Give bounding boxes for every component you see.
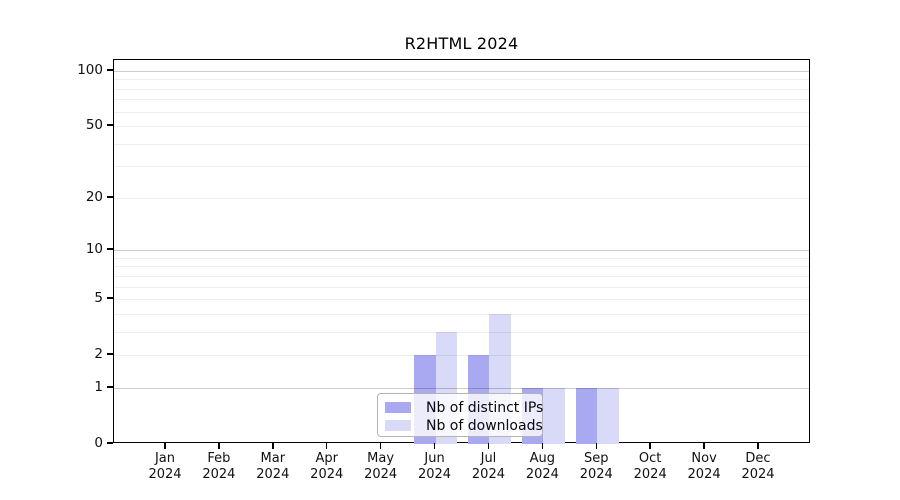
y-axis-tick-50 <box>107 124 113 126</box>
y-axis-label-50: 50 <box>85 117 103 134</box>
y-axis-tick-5 <box>107 297 113 299</box>
legend-swatch-downloads <box>385 420 411 431</box>
y-axis-label-0: 0 <box>94 435 103 451</box>
legend: Nb of distinct IPs Nb of downloads <box>377 393 543 437</box>
x-axis-label-year: 2024 <box>148 467 182 482</box>
x-axis-tick-nov <box>703 443 705 449</box>
x-axis-tick-apr <box>325 443 328 449</box>
x-axis-tick-oct <box>649 443 651 449</box>
chart-title: R2HTML 2024 <box>404 34 519 53</box>
y-axis-label-1: 1 <box>94 378 103 395</box>
x-axis-label-jun: Jun 2024 <box>403 451 467 483</box>
x-axis-label-year: 2024 <box>202 467 236 482</box>
x-axis-tick-sep <box>595 443 598 449</box>
y-axis-label-2: 2 <box>94 346 103 363</box>
x-axis-label-month: Jul <box>480 451 497 466</box>
legend-item-distinct-ips: Nb of distinct IPs <box>385 399 544 416</box>
plot-area <box>113 59 810 444</box>
x-axis-label-may: May 2024 <box>349 451 413 483</box>
x-axis-tick-dec <box>757 443 759 449</box>
x-axis-label-month: Oct <box>638 451 662 466</box>
x-axis-label-month: Nov <box>691 451 717 466</box>
x-axis-label-month: Apr <box>315 451 338 466</box>
x-axis-label-year: 2024 <box>525 467 559 482</box>
y-axis-tick-0 <box>107 442 113 444</box>
y-axis-tick-10 <box>107 248 113 250</box>
x-axis-label-dec: Dec 2024 <box>726 451 790 483</box>
x-axis-label-year: 2024 <box>364 467 398 482</box>
x-axis-tick-may <box>379 443 382 449</box>
x-axis-tick-aug <box>541 443 544 449</box>
x-axis-label-month: Jan <box>154 451 176 466</box>
x-axis-label-year: 2024 <box>633 467 667 482</box>
x-axis-label-nov: Nov 2024 <box>672 451 736 483</box>
y-axis-tick-1 <box>107 386 113 388</box>
x-axis-label-month: Mar <box>260 451 286 466</box>
legend-label-distinct-ips: Nb of distinct IPs <box>426 399 544 416</box>
x-axis-label-month: Aug <box>529 451 556 466</box>
x-axis-label-aug: Aug 2024 <box>510 451 574 483</box>
x-axis-tick-jun <box>433 443 436 449</box>
x-axis-label-month: May <box>367 451 395 466</box>
x-axis-label-mar: Mar 2024 <box>241 451 305 483</box>
y-axis-label-100: 100 <box>77 62 103 78</box>
bars-layer <box>114 60 809 444</box>
x-axis-tick-jul <box>487 443 490 449</box>
bar-distinct-ips-sep <box>575 387 598 444</box>
y-axis-tick-20 <box>107 196 113 198</box>
legend-swatch-distinct-ips <box>385 402 411 413</box>
x-axis-label-year: 2024 <box>579 467 613 482</box>
x-axis-label-year: 2024 <box>471 467 505 482</box>
x-axis-label-month: Sep <box>584 451 609 466</box>
y-axis-tick-100 <box>107 69 113 71</box>
x-axis-label-month: Feb <box>207 451 231 466</box>
x-axis-label-year: 2024 <box>741 467 775 482</box>
x-axis-label-year: 2024 <box>310 467 344 482</box>
y-axis-label-20: 20 <box>85 188 103 205</box>
y-axis-label-5: 5 <box>94 290 103 307</box>
x-axis-tick-jan <box>164 443 166 449</box>
legend-item-downloads: Nb of downloads <box>385 417 543 434</box>
x-axis-label-oct: Oct 2024 <box>618 451 682 483</box>
bar-downloads-sep <box>597 387 619 444</box>
x-axis-tick-mar <box>272 443 274 449</box>
x-axis-label-year: 2024 <box>256 467 290 482</box>
x-axis-label-year: 2024 <box>687 467 721 482</box>
x-axis-label-sep: Sep 2024 <box>564 451 628 483</box>
bar-downloads-aug <box>543 387 565 444</box>
x-axis-label-feb: Feb 2024 <box>187 451 251 483</box>
x-axis-label-jul: Jul 2024 <box>456 451 520 483</box>
legend-label-downloads: Nb of downloads <box>426 417 543 434</box>
y-axis-label-10: 10 <box>85 241 103 258</box>
x-axis-label-jan: Jan 2024 <box>133 451 197 483</box>
x-axis-label-month: Dec <box>745 451 771 466</box>
x-axis-label-year: 2024 <box>417 467 452 482</box>
x-axis-tick-feb <box>218 443 220 449</box>
x-axis-label-month: Jun <box>424 451 445 466</box>
y-axis-tick-2 <box>107 353 113 355</box>
x-axis-label-apr: Apr 2024 <box>295 451 359 483</box>
